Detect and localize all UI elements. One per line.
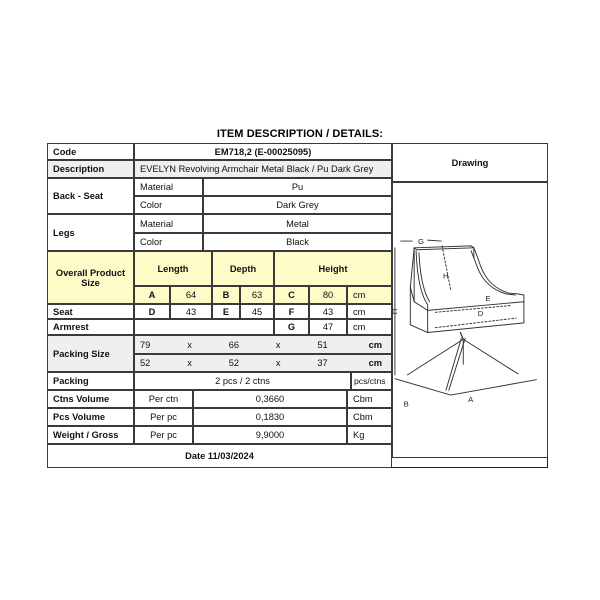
svg-text:G: G bbox=[418, 237, 424, 246]
svg-text:D: D bbox=[478, 309, 484, 318]
svg-text:B: B bbox=[404, 400, 409, 409]
svg-text:A: A bbox=[468, 395, 474, 404]
svg-text:C: C bbox=[393, 307, 398, 316]
svg-text:E: E bbox=[485, 294, 490, 303]
svg-text:H: H bbox=[443, 272, 449, 281]
